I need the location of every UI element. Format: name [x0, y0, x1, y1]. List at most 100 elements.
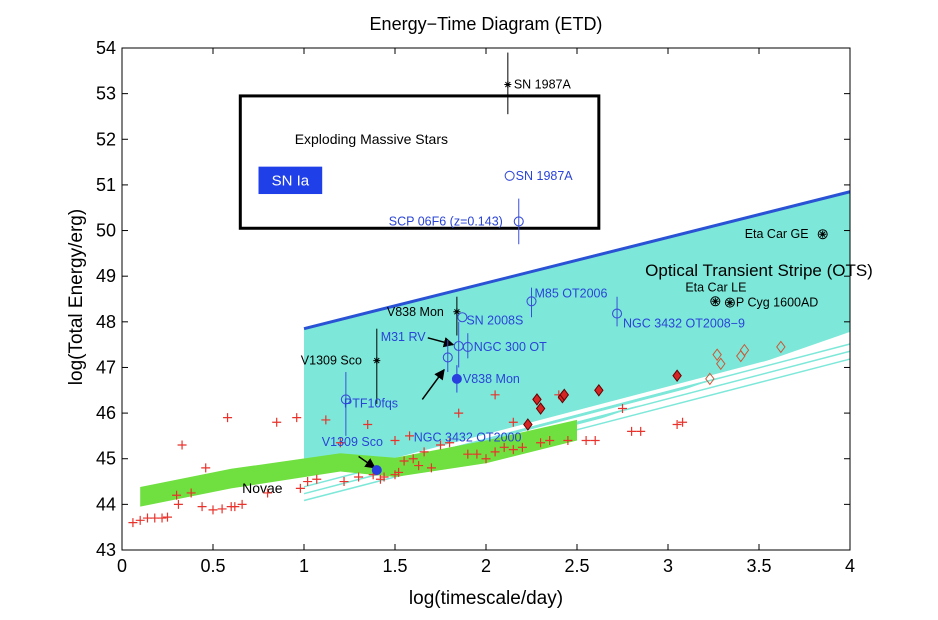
series-0-point-8-shape	[177, 440, 187, 450]
series-0-point-25-shape	[339, 477, 349, 487]
x-tick-label-4: 2	[481, 556, 491, 576]
series-0-point-63-shape	[354, 472, 364, 482]
series-0-point-1	[135, 515, 145, 525]
point-label-7: NGC 3432 OT2008−9	[623, 317, 745, 331]
series-0-point-30-shape	[390, 470, 400, 480]
series-0-point-46	[517, 442, 527, 452]
series-1-point-6-shape	[672, 369, 682, 383]
point-label-5: P Cyg 1600AD	[736, 296, 818, 310]
series-0-point-0	[128, 518, 138, 528]
labeled-point-16	[371, 465, 382, 476]
series-0-point-8	[177, 440, 187, 450]
series-0-point-4	[157, 513, 167, 523]
series-0-point-37-shape	[426, 463, 436, 473]
labeled-point-15-shape	[340, 394, 351, 405]
x-tick-label-1: 0.5	[200, 556, 225, 576]
x-tick-label-3: 1.5	[382, 556, 407, 576]
series-0-point-48	[545, 435, 555, 445]
series-0-point-42	[481, 454, 491, 464]
series-0-point-32-shape	[399, 456, 409, 466]
series-0-point-48-shape	[545, 435, 555, 445]
series-0-point-7-shape	[173, 499, 183, 509]
series-0-point-53-shape	[627, 426, 637, 436]
series-0-point-54-shape	[636, 426, 646, 436]
series-0-point-22-shape	[303, 477, 313, 487]
series-0-point-30	[390, 470, 400, 480]
x-tick-label-6: 3	[663, 556, 673, 576]
series-0-point-21	[295, 483, 305, 493]
labeled-point-7	[611, 308, 623, 319]
series-0-point-54	[636, 426, 646, 436]
series-1-point-0	[523, 418, 533, 431]
series-1-point-1	[532, 393, 542, 406]
series-0-point-37	[426, 463, 436, 473]
series-0-point-32	[399, 456, 409, 466]
series-0-point-28-shape	[375, 474, 385, 484]
labeled-point-5	[724, 297, 735, 308]
series-0-point-16-shape	[230, 502, 240, 512]
series-0-point-12	[208, 505, 218, 515]
series-0-point-45-shape	[508, 445, 518, 455]
point-label-6: M85 OT2006	[535, 286, 608, 300]
series-0-point-23	[312, 474, 322, 484]
labeled-point-12	[373, 357, 381, 365]
y-tick-label-2: 45	[96, 449, 116, 469]
series-0-point-41	[472, 449, 482, 459]
series-0-point-0-shape	[128, 518, 138, 528]
series-0-point-24	[321, 415, 331, 425]
novae-band	[140, 419, 577, 507]
series-0-point-57	[335, 438, 345, 448]
point-label-8: V838 Mon	[387, 305, 444, 319]
point-label-12: V1309 Sco	[301, 354, 362, 368]
series-0-point-28	[375, 474, 385, 484]
series-0-point-41-shape	[472, 449, 482, 459]
series-0-point-21-shape	[295, 483, 305, 493]
series-0-point-62	[508, 417, 518, 427]
ots-upper-boundary	[303, 190, 851, 331]
series-0-point-44-shape	[499, 442, 509, 452]
annotation-arrow-1	[421, 368, 445, 400]
labeled-point-13-shape	[442, 352, 453, 363]
x-tick-label-2: 1	[299, 556, 309, 576]
series-0-point-36	[419, 447, 429, 457]
series-0-point-17-shape	[237, 499, 247, 509]
series-0-point-14-shape	[223, 413, 233, 423]
y-tick-label-6: 49	[96, 266, 116, 286]
series-0-point-58	[390, 435, 400, 445]
series-0-point-33-shape	[405, 431, 415, 441]
series-0-point-53	[627, 426, 637, 436]
series-0-point-9	[186, 488, 196, 498]
series-0-point-63	[354, 472, 364, 482]
x-tick-label-7: 3.5	[746, 556, 771, 576]
series-2-point-5-shape	[776, 340, 786, 354]
series-0-point-59-shape	[454, 408, 464, 418]
labeled-point-14	[451, 373, 462, 384]
series-0-point-10-shape	[197, 502, 207, 512]
series-0-point-44	[499, 442, 509, 452]
series-2-point-1	[712, 348, 722, 362]
labeled-point-3-ring	[817, 229, 828, 240]
series-0-point-6	[172, 490, 182, 500]
series-0-point-38-shape	[436, 440, 445, 450]
series-0-point-33	[405, 431, 415, 441]
series-0-point-38	[436, 440, 445, 450]
sn-ia-box	[258, 166, 323, 195]
point-label-10: M31 RV	[381, 330, 427, 344]
series-0-point-55-shape	[672, 420, 682, 429]
series-1-point-2	[535, 402, 546, 415]
series-0-point-19	[272, 417, 282, 427]
labeled-point-8-shape	[453, 308, 461, 316]
series-0-point-31-shape	[394, 467, 404, 477]
labeled-point-3	[817, 229, 828, 240]
labeled-point-9-shape	[457, 312, 468, 323]
series-0-point-7	[173, 499, 183, 509]
series-0-point-60	[490, 390, 500, 400]
series-0-point-42-shape	[481, 454, 491, 464]
series-2-point-0	[705, 372, 715, 386]
series-0-point-10	[197, 502, 207, 512]
labeled-point-5-shape	[726, 299, 734, 307]
series-0-point-50	[581, 435, 591, 445]
labeled-point-5-ring	[724, 297, 735, 308]
labeled-point-1-shape	[504, 170, 515, 181]
plot-area: Optical Transient Stripe (OTS) Novae Explo…	[96, 38, 873, 576]
